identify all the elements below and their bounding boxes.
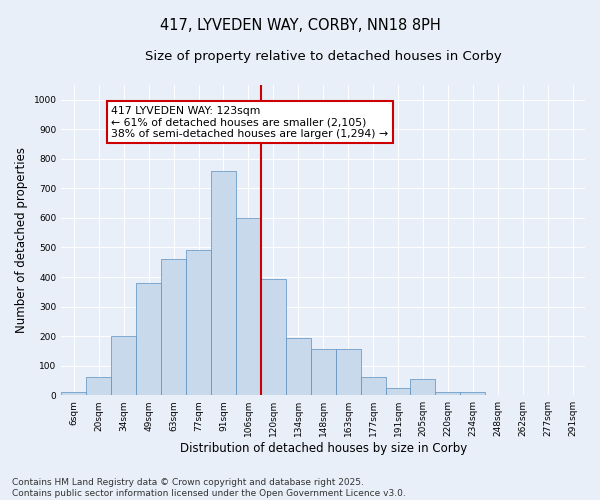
Bar (186, 250, 211, 395)
Bar (410, 379, 436, 395)
Bar (335, 350, 361, 395)
Bar (236, 218, 261, 395)
Text: 417, LYVEDEN WAY, CORBY, NN18 8PH: 417, LYVEDEN WAY, CORBY, NN18 8PH (160, 18, 440, 32)
Bar (136, 283, 161, 395)
Bar (286, 338, 311, 395)
Bar (86, 378, 111, 395)
Bar (111, 336, 136, 395)
Bar (460, 392, 485, 395)
Bar (161, 260, 186, 395)
Bar (436, 392, 460, 395)
X-axis label: Distribution of detached houses by size in Corby: Distribution of detached houses by size … (179, 442, 467, 455)
Bar (61, 392, 86, 395)
Y-axis label: Number of detached properties: Number of detached properties (15, 147, 28, 333)
Text: Contains HM Land Registry data © Crown copyright and database right 2025.
Contai: Contains HM Land Registry data © Crown c… (12, 478, 406, 498)
Bar (311, 350, 335, 395)
Bar (211, 170, 236, 395)
Bar (261, 278, 286, 395)
Text: 417 LYVEDEN WAY: 123sqm
← 61% of detached houses are smaller (2,105)
38% of semi: 417 LYVEDEN WAY: 123sqm ← 61% of detache… (111, 106, 388, 139)
Title: Size of property relative to detached houses in Corby: Size of property relative to detached ho… (145, 50, 502, 63)
Bar (361, 378, 386, 395)
Bar (386, 388, 410, 395)
